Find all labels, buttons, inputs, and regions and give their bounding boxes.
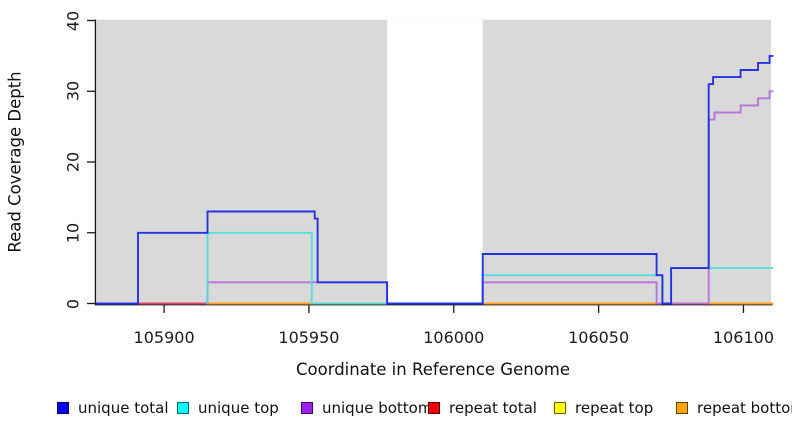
legend-item-label: repeat top [575, 399, 654, 417]
y-tick-label: 40 [63, 10, 83, 31]
legend-item-repeat-bottom: repeat bottom [676, 399, 792, 417]
x-tick-label: 106100 [712, 328, 775, 347]
legend-swatch-icon [57, 402, 69, 414]
legend-item-label: repeat bottom [697, 399, 792, 417]
legend-item-label: unique bottom [322, 399, 433, 417]
legend-item-unique-total: unique total [57, 399, 169, 417]
legend-swatch-icon [177, 402, 189, 414]
legend-swatch-icon [428, 402, 440, 414]
legend-item-repeat-top: repeat top [554, 399, 654, 417]
y-tick-label: 0 [63, 298, 83, 309]
legend-item-label: repeat total [449, 399, 537, 417]
x-tick-label: 105950 [278, 328, 340, 347]
legend-item-unique-top: unique top [177, 399, 279, 417]
x-tick-label: 106000 [423, 328, 485, 347]
legend-swatch-icon [554, 402, 566, 414]
series-unique-total [96, 54, 774, 305]
y-tick-label: 30 [63, 81, 83, 102]
coverage-gap-band [387, 19, 483, 305]
y-axis-title: Read Coverage Depth [5, 71, 25, 253]
legend-swatch-icon [676, 402, 688, 414]
legend-item-unique-bottom: unique bottom [301, 399, 433, 417]
x-axis-title: Coordinate in Reference Genome [295, 360, 571, 379]
y-tick-label: 20 [63, 151, 83, 173]
x-tick-label: 105900 [133, 328, 195, 347]
x-tick-label: 106050 [568, 328, 630, 347]
legend-swatch-icon [301, 402, 313, 414]
y-tick-label: 10 [63, 222, 83, 243]
legend-item-label: unique total [78, 399, 169, 417]
legend-item-repeat-total: repeat total [428, 399, 537, 417]
legend-item-label: unique top [198, 399, 279, 417]
